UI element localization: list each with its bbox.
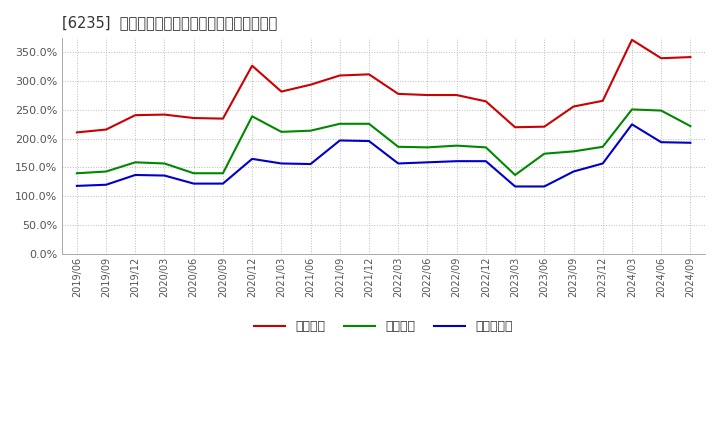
現預金比率 (452, 158, 461, 164)
当座比率 (570, 149, 578, 154)
当座比率 (336, 121, 344, 126)
当座比率 (102, 169, 110, 174)
現預金比率 (306, 161, 315, 167)
当座比率 (598, 144, 607, 150)
当座比率 (131, 160, 140, 165)
流動比率 (482, 99, 490, 104)
Line: 当座比率: 当座比率 (77, 110, 690, 175)
流動比率 (73, 130, 81, 135)
流動比率 (365, 72, 374, 77)
流動比率 (189, 115, 198, 121)
流動比率 (657, 55, 665, 61)
現預金比率 (423, 160, 432, 165)
当座比率 (686, 124, 695, 129)
流動比率 (598, 98, 607, 103)
当座比率 (657, 108, 665, 113)
現預金比率 (189, 181, 198, 186)
当座比率 (306, 128, 315, 133)
現預金比率 (336, 138, 344, 143)
流動比率 (686, 55, 695, 60)
当座比率 (189, 171, 198, 176)
流動比率 (628, 37, 636, 43)
当座比率 (219, 171, 228, 176)
当座比率 (248, 114, 256, 119)
当座比率 (628, 107, 636, 112)
流動比率 (160, 112, 168, 117)
現預金比率 (628, 122, 636, 127)
流動比率 (219, 116, 228, 121)
流動比率 (277, 89, 286, 94)
流動比率 (452, 92, 461, 98)
現預金比率 (131, 172, 140, 178)
現預金比率 (365, 139, 374, 144)
当座比率 (277, 129, 286, 135)
現預金比率 (657, 139, 665, 145)
流動比率 (394, 91, 402, 96)
Line: 流動比率: 流動比率 (77, 40, 690, 132)
現預金比率 (219, 181, 228, 186)
当座比率 (482, 145, 490, 150)
現預金比率 (277, 161, 286, 166)
Text: [6235]  流動比率、当座比率、現預金比率の推移: [6235] 流動比率、当座比率、現預金比率の推移 (62, 15, 277, 30)
現預金比率 (598, 161, 607, 166)
Legend: 流動比率, 当座比率, 現預金比率: 流動比率, 当座比率, 現預金比率 (249, 315, 518, 338)
当座比率 (160, 161, 168, 166)
現預金比率 (248, 156, 256, 161)
Line: 現預金比率: 現預金比率 (77, 125, 690, 187)
現預金比率 (510, 184, 519, 189)
当座比率 (540, 151, 549, 156)
流動比率 (423, 92, 432, 98)
現預金比率 (482, 158, 490, 164)
当座比率 (394, 144, 402, 150)
流動比率 (510, 125, 519, 130)
現預金比率 (394, 161, 402, 166)
当座比率 (73, 171, 81, 176)
流動比率 (540, 124, 549, 129)
流動比率 (248, 63, 256, 68)
現預金比率 (540, 184, 549, 189)
当座比率 (365, 121, 374, 126)
流動比率 (131, 113, 140, 118)
当座比率 (423, 145, 432, 150)
流動比率 (306, 82, 315, 87)
現預金比率 (160, 173, 168, 178)
現預金比率 (73, 183, 81, 188)
現預金比率 (570, 169, 578, 174)
流動比率 (570, 104, 578, 109)
流動比率 (102, 127, 110, 132)
現預金比率 (102, 182, 110, 187)
当座比率 (510, 172, 519, 178)
流動比率 (336, 73, 344, 78)
現預金比率 (686, 140, 695, 145)
当座比率 (452, 143, 461, 148)
